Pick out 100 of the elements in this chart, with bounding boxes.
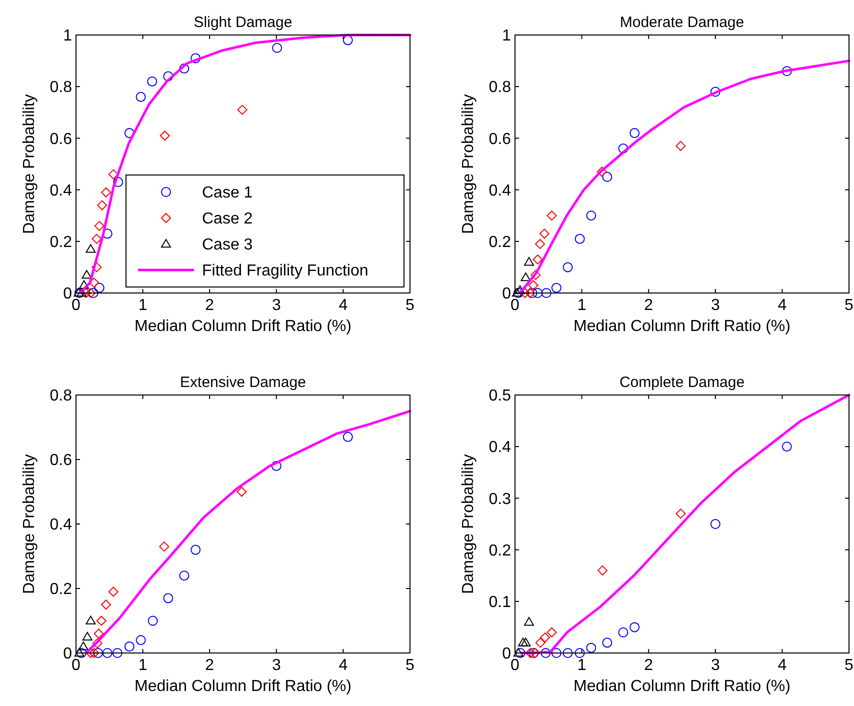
- x-tick-label: 2: [644, 657, 654, 674]
- point: [546, 627, 557, 638]
- point: [710, 86, 720, 97]
- point: [272, 42, 282, 53]
- point: [136, 92, 146, 102]
- x-tick-label: 3: [710, 657, 720, 674]
- y-tick-label: 0.8: [488, 79, 512, 96]
- legend-label: Fitted Fragility Function: [202, 262, 368, 280]
- point: [102, 648, 112, 658]
- point: [551, 648, 562, 658]
- point: [562, 262, 573, 272]
- point: [93, 648, 104, 658]
- point: [562, 648, 573, 658]
- point: [530, 270, 541, 280]
- point: [108, 169, 118, 180]
- point: [528, 280, 538, 290]
- point: [598, 565, 608, 576]
- y-tick-label: 0.8: [50, 79, 72, 96]
- point: [79, 280, 90, 289]
- point: [630, 128, 640, 138]
- point: [271, 460, 282, 471]
- chart-title: Complete Damage: [619, 374, 745, 391]
- point: [551, 282, 562, 293]
- point: [94, 282, 104, 293]
- x-tick-label: 1: [577, 297, 586, 314]
- point: [540, 632, 550, 643]
- point: [546, 210, 557, 221]
- point: [94, 628, 104, 639]
- point: [113, 177, 124, 188]
- point: [586, 210, 596, 221]
- point: [532, 254, 543, 264]
- x-tick-label: 1: [138, 657, 148, 674]
- point: [541, 288, 552, 298]
- y-tick-label: 0.4: [50, 182, 72, 200]
- point: [179, 64, 190, 74]
- point: [342, 432, 353, 442]
- y-tick-label: 0.2: [488, 234, 512, 251]
- point: [602, 172, 612, 182]
- point: [147, 76, 158, 86]
- legend-label: Case 3: [202, 236, 253, 254]
- point: [236, 486, 247, 497]
- x-tick-label: 4: [778, 657, 787, 674]
- point: [76, 648, 86, 658]
- y-tick-label: 0.6: [488, 130, 512, 148]
- point: [108, 586, 118, 597]
- y-tick-label: 0.5: [488, 388, 512, 405]
- x-tick-label: 5: [406, 297, 415, 314]
- y-tick-label: 1: [63, 28, 72, 45]
- point: [525, 648, 536, 658]
- point: [520, 638, 531, 646]
- y-tick-label: 0.3: [488, 490, 512, 508]
- point: [618, 144, 628, 154]
- y-tick-label: 0: [63, 646, 72, 663]
- point: [782, 442, 792, 452]
- point: [148, 616, 158, 626]
- point: [520, 272, 531, 282]
- point: [342, 35, 353, 46]
- x-tick-label: 1: [577, 657, 586, 674]
- chart-title: Slight Damage: [194, 14, 292, 31]
- point: [82, 270, 92, 279]
- y-tick-label: 0.6: [50, 452, 72, 470]
- point: [518, 638, 528, 646]
- point: [86, 616, 96, 624]
- point: [97, 200, 108, 210]
- point: [163, 593, 174, 604]
- chart-title: Moderate Damage: [620, 14, 744, 31]
- x-tick-label: 2: [205, 297, 214, 314]
- point: [602, 638, 612, 648]
- x-axis-title: Median Column Drift Ratio (%): [574, 318, 790, 335]
- chart-title: Extensive Damage: [180, 374, 306, 391]
- point: [89, 278, 100, 288]
- point: [101, 600, 112, 610]
- point: [88, 288, 98, 298]
- y-axis-title: Damage Probability: [460, 454, 477, 594]
- point: [179, 570, 190, 581]
- point: [163, 71, 174, 82]
- point: [78, 642, 88, 650]
- y-tick-label: 0.4: [488, 439, 512, 456]
- point: [515, 648, 526, 658]
- point: [86, 288, 96, 298]
- point: [94, 220, 104, 231]
- point: [160, 130, 170, 141]
- y-tick-label: 0: [63, 286, 72, 303]
- point: [76, 288, 87, 297]
- point: [81, 288, 92, 298]
- point: [710, 519, 720, 529]
- y-tick-label: 1: [502, 28, 512, 45]
- y-tick-label: 0.1: [488, 594, 512, 611]
- point: [515, 285, 526, 294]
- y-axis-title: Damage Probability: [21, 454, 38, 594]
- y-tick-label: 0: [502, 646, 512, 663]
- y-axis-title: Damage Probability: [21, 94, 38, 234]
- point: [136, 635, 146, 646]
- x-tick-label: 4: [338, 657, 348, 674]
- x-tick-label: 4: [338, 297, 348, 314]
- point: [190, 53, 201, 64]
- x-tick-label: 3: [272, 297, 281, 314]
- point: [96, 616, 106, 626]
- x-tick-label: 4: [778, 297, 787, 314]
- y-tick-label: 0.6: [50, 130, 72, 148]
